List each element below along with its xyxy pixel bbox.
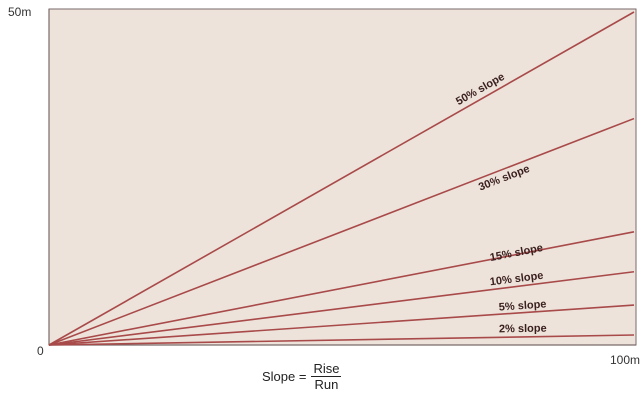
slope-line (48, 304, 635, 346)
y-tick-label: 50m (8, 5, 31, 19)
slope-label: 2% slope (499, 323, 547, 336)
formula-numerator: Rise (311, 361, 342, 377)
slope-formula: Slope = Rise Run (262, 361, 342, 392)
slope-line (48, 230, 635, 346)
formula-denominator: Run (314, 377, 339, 392)
formula-fraction: Rise Run (311, 361, 342, 392)
slope-line (48, 117, 635, 346)
origin-tick-label: 0 (37, 344, 44, 358)
slope-line (48, 270, 635, 346)
formula-prefix: Slope = (262, 369, 307, 384)
x-tick-label: 100m (610, 353, 640, 367)
slope-line (48, 334, 635, 346)
slope-line (48, 11, 635, 346)
slope-label: 5% slope (498, 298, 546, 313)
